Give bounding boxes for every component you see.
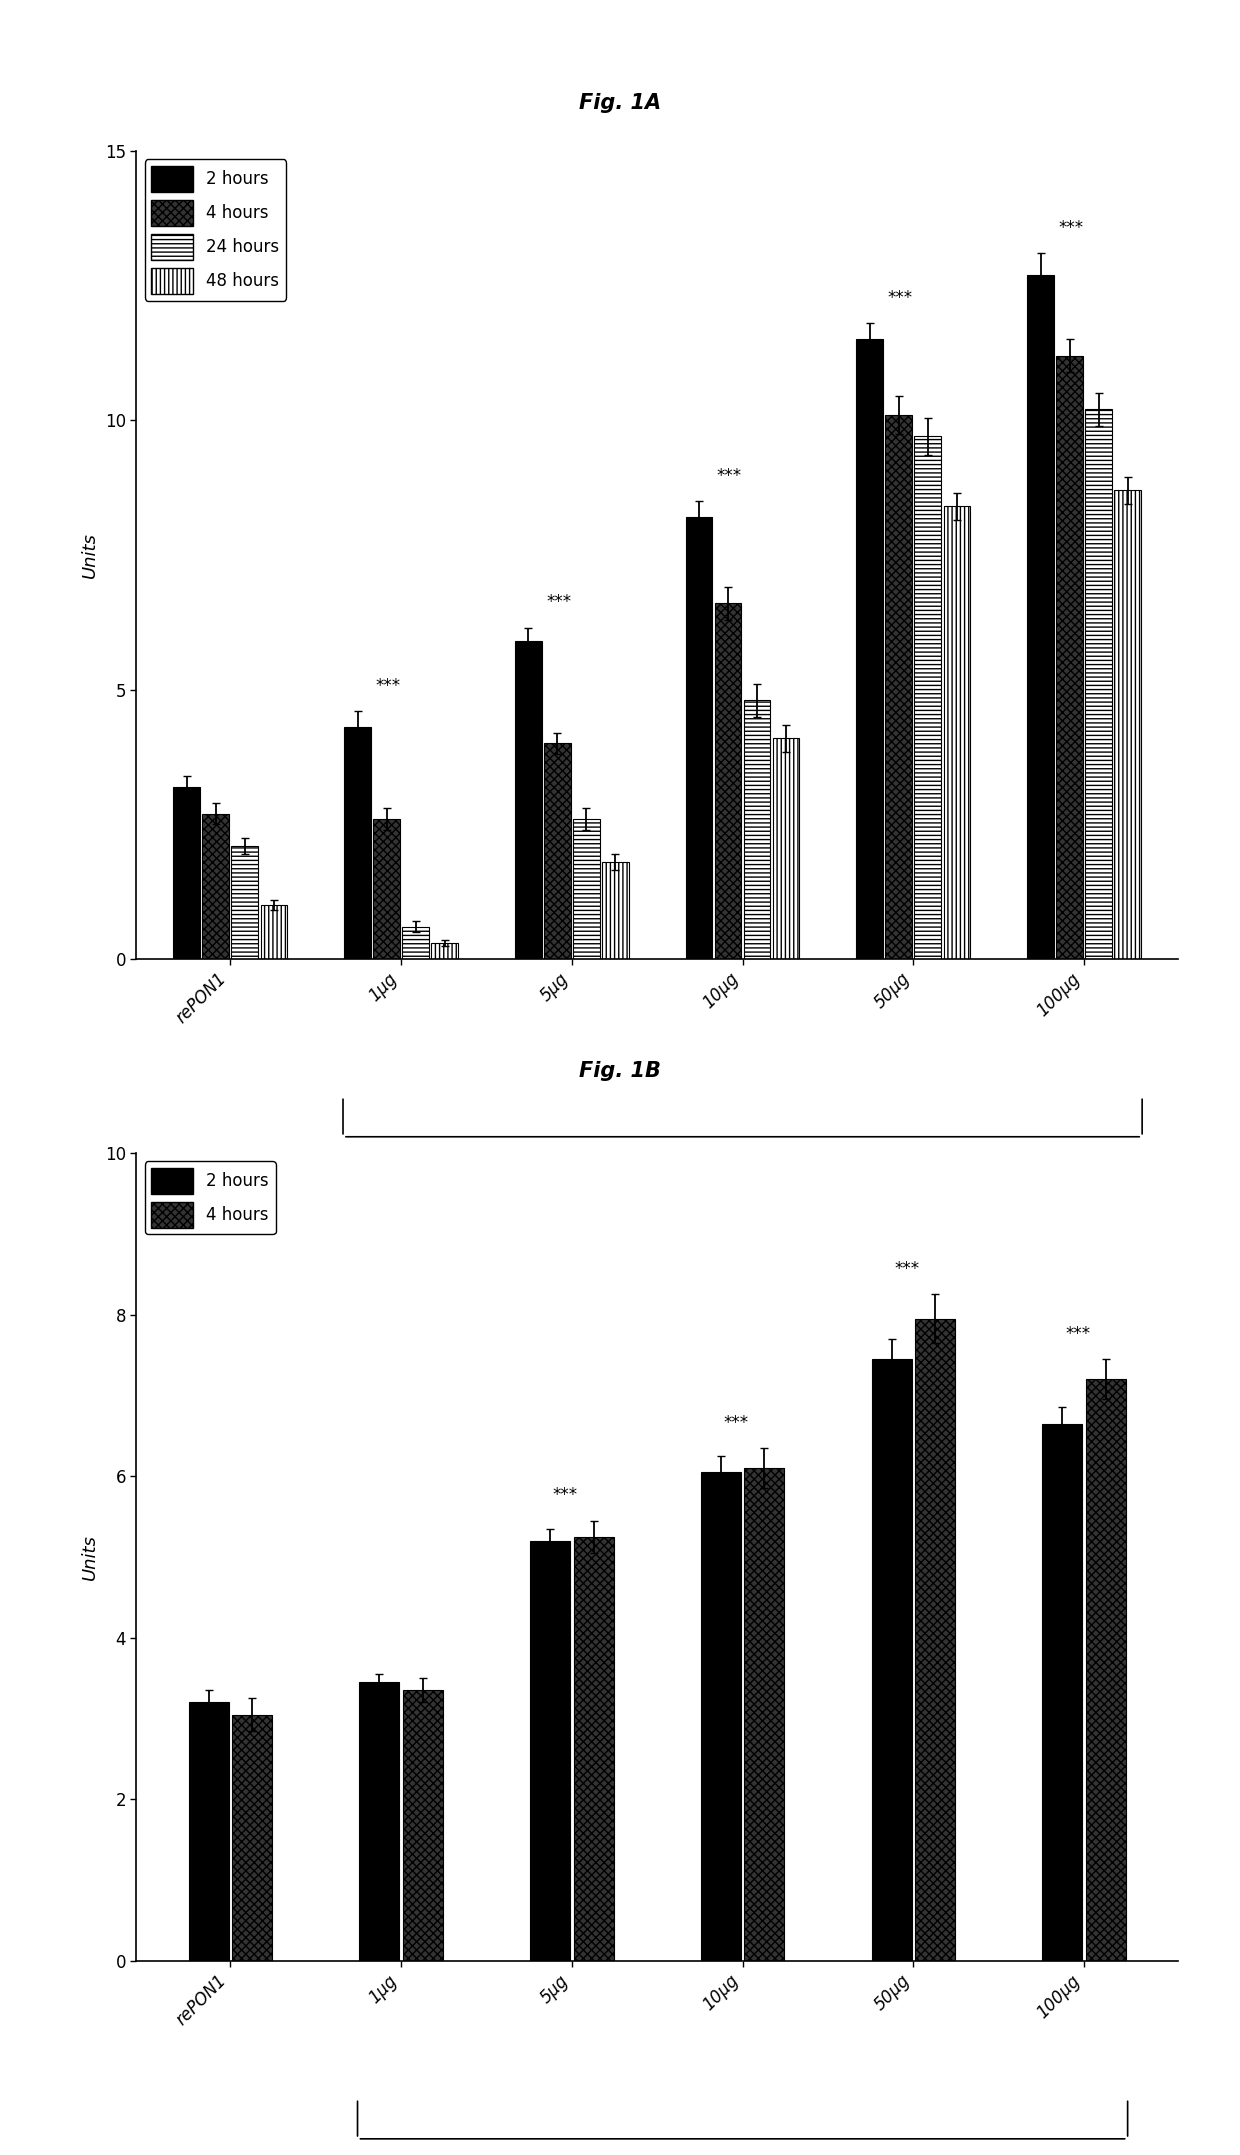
Bar [914,435,941,959]
Bar [1027,274,1054,959]
Text: ***: *** [717,468,742,485]
Bar [515,642,542,959]
Bar [1085,409,1112,959]
Bar [872,1360,911,1961]
Text: Fig. 1B: Fig. 1B [579,1060,661,1082]
Bar [360,1683,399,1961]
Text: ***: *** [553,1487,578,1504]
Bar [701,1472,740,1961]
Bar [529,1541,570,1961]
Text: ***: *** [723,1414,749,1431]
Bar [714,603,742,959]
Bar [1086,1379,1126,1961]
Bar [1043,1424,1083,1961]
Legend: 2 hours, 4 hours: 2 hours, 4 hours [145,1162,275,1235]
Bar [857,338,883,959]
Bar [403,1690,443,1961]
Bar [402,927,429,959]
Text: RePON1 + lyso-DGTS: RePON1 + lyso-DGTS [646,1194,838,1211]
Text: ***: *** [376,677,401,694]
Bar [188,1702,228,1961]
Legend: 2 hours, 4 hours, 24 hours, 48 hours: 2 hours, 4 hours, 24 hours, 48 hours [145,159,286,300]
Bar [744,1468,785,1961]
Bar [1056,356,1083,959]
Bar [373,819,401,959]
Bar [260,905,288,959]
Bar [174,787,200,959]
Text: ***: *** [1059,220,1084,237]
Bar [915,1319,955,1961]
Text: ***: *** [546,593,572,612]
Text: ***: *** [894,1261,919,1278]
Bar [885,414,913,959]
Bar [1115,489,1141,959]
Bar [944,506,970,959]
Bar [744,700,770,959]
Bar [345,728,371,959]
Bar [232,1715,272,1961]
Bar [601,862,629,959]
Y-axis label: Units: Units [82,1534,99,1580]
Bar [544,743,570,959]
Bar [574,1537,614,1961]
Text: ***: *** [888,289,913,306]
Bar [232,845,258,959]
Text: ***: *** [1065,1325,1090,1343]
Bar [686,517,713,959]
Bar [773,737,800,959]
Bar [573,819,600,959]
Y-axis label: Units: Units [82,532,99,578]
Bar [432,944,458,959]
Bar [202,812,229,959]
Text: Fig. 1A: Fig. 1A [579,93,661,114]
